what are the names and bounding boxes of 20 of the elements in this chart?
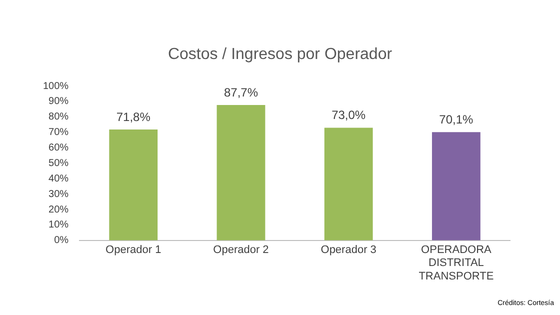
y-tick-label: 50% xyxy=(48,158,69,169)
y-tick-label: 10% xyxy=(48,220,69,231)
data-label: 87,7% xyxy=(224,85,258,100)
y-tick-label: 90% xyxy=(48,96,69,108)
y-tick-label: 80% xyxy=(48,112,69,123)
data-label: 73,0% xyxy=(332,108,366,122)
y-tick-label: 20% xyxy=(48,204,69,216)
y-tick-label: 40% xyxy=(48,173,69,184)
x-tick-label: Operador 1 xyxy=(106,244,162,256)
y-tick-label: 100% xyxy=(43,80,69,92)
y-tick-label: 30% xyxy=(48,188,69,200)
data-label: 70,1% xyxy=(439,112,474,126)
y-tick-label: 70% xyxy=(48,127,69,138)
data-label: 71,8% xyxy=(116,110,151,124)
y-tick-label: 0% xyxy=(54,235,69,246)
x-tick-label: Operador 3 xyxy=(320,244,376,256)
chart-title: Costos / Ingresos por Operador xyxy=(166,46,394,64)
x-tick-label: Operador 2 xyxy=(213,244,269,256)
y-tick-label: 60% xyxy=(48,142,69,154)
x-tick-label: OPERADORA DISTRITAL TRANSPORTE xyxy=(418,244,494,282)
